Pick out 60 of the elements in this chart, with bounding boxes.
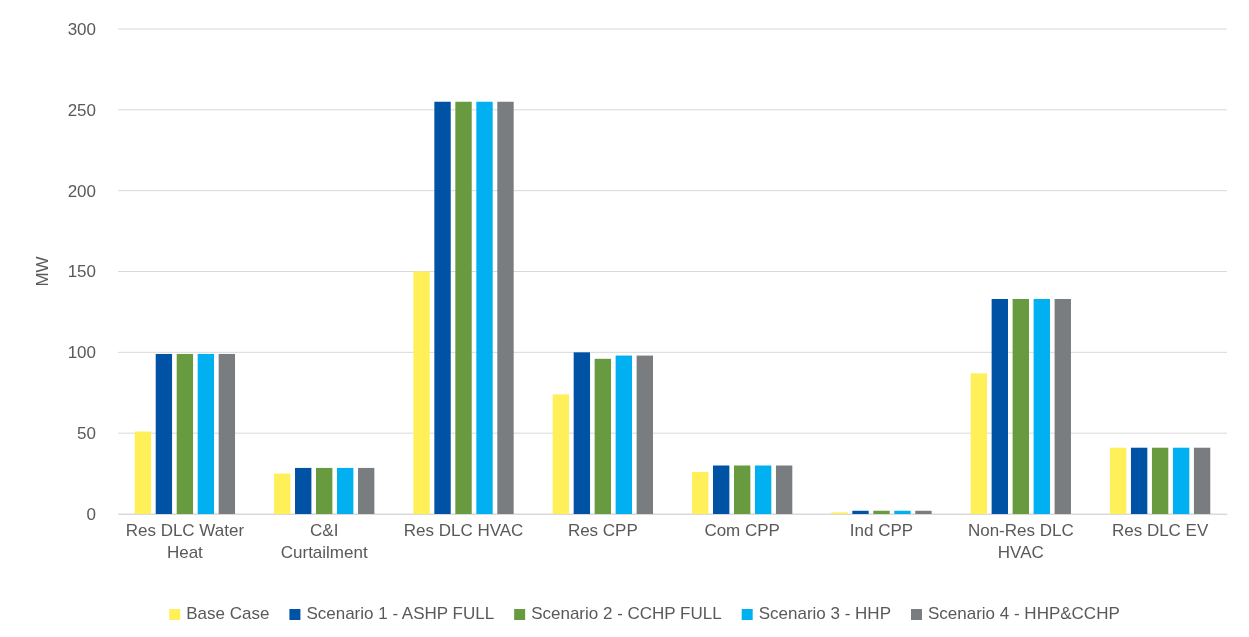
bar (434, 101, 451, 514)
x-tick-label: Res DLC Water Heat (125, 521, 245, 563)
y-tick-label: 50 (77, 424, 96, 444)
bar (615, 355, 633, 514)
bar (218, 353, 236, 514)
bar (274, 473, 291, 514)
bar (754, 465, 772, 514)
bar (497, 101, 514, 514)
bar (552, 394, 570, 514)
x-tick-label: Ind CPP (849, 521, 914, 541)
y-tick-label: 100 (67, 343, 96, 363)
y-tick-label: 200 (67, 181, 96, 201)
bar (970, 373, 988, 514)
bar (573, 352, 591, 514)
bar (733, 465, 751, 514)
bar (155, 353, 173, 514)
bar (1172, 447, 1190, 514)
bar (894, 510, 911, 514)
bar (413, 271, 430, 514)
bar (1054, 298, 1071, 514)
bar (1193, 447, 1211, 514)
x-tick-label: C&I Curtailment (280, 521, 368, 563)
bar (991, 298, 1008, 514)
bar (1012, 298, 1029, 514)
bar (1109, 447, 1127, 514)
x-tick-label: Com CPP (704, 521, 780, 541)
bar (476, 101, 493, 514)
legend-label: Scenario 4 - HHP&CCHP (927, 604, 1120, 623)
legend-label: Base Case (186, 604, 270, 623)
y-tick-label: 250 (67, 100, 96, 120)
legend-label: Scenario 1 - ASHP FULL (306, 604, 495, 623)
bar (594, 358, 612, 514)
bar (337, 467, 354, 514)
y-tick-label: 150 (67, 262, 96, 282)
x-tick-label: Res DLC HVAC (403, 521, 524, 541)
x-tick-label: Res CPP (567, 521, 638, 541)
bar (852, 510, 869, 514)
x-tick-label: Res DLC EV (1111, 521, 1209, 541)
bar (712, 465, 730, 514)
y-axis-title: MW (33, 256, 52, 287)
legend-label: Scenario 2 - CCHP FULL (531, 604, 722, 623)
bar (455, 101, 472, 514)
bar (316, 467, 333, 514)
bar (176, 353, 194, 514)
y-tick-label: 300 (67, 19, 96, 39)
bar (295, 467, 312, 514)
bar (1130, 447, 1148, 514)
legend-label: Scenario 3 - HHP (758, 604, 891, 623)
y-tick-label: 0 (86, 504, 96, 524)
bar (636, 355, 653, 514)
bar (134, 431, 152, 514)
x-tick-label: Non-Res DLC HVAC (967, 521, 1074, 563)
bar (915, 510, 932, 514)
bar (1033, 298, 1050, 514)
bar (775, 465, 793, 514)
bar (357, 467, 375, 514)
bar (197, 353, 215, 514)
bar (692, 471, 709, 514)
bar (873, 510, 890, 514)
bar (1151, 447, 1169, 514)
